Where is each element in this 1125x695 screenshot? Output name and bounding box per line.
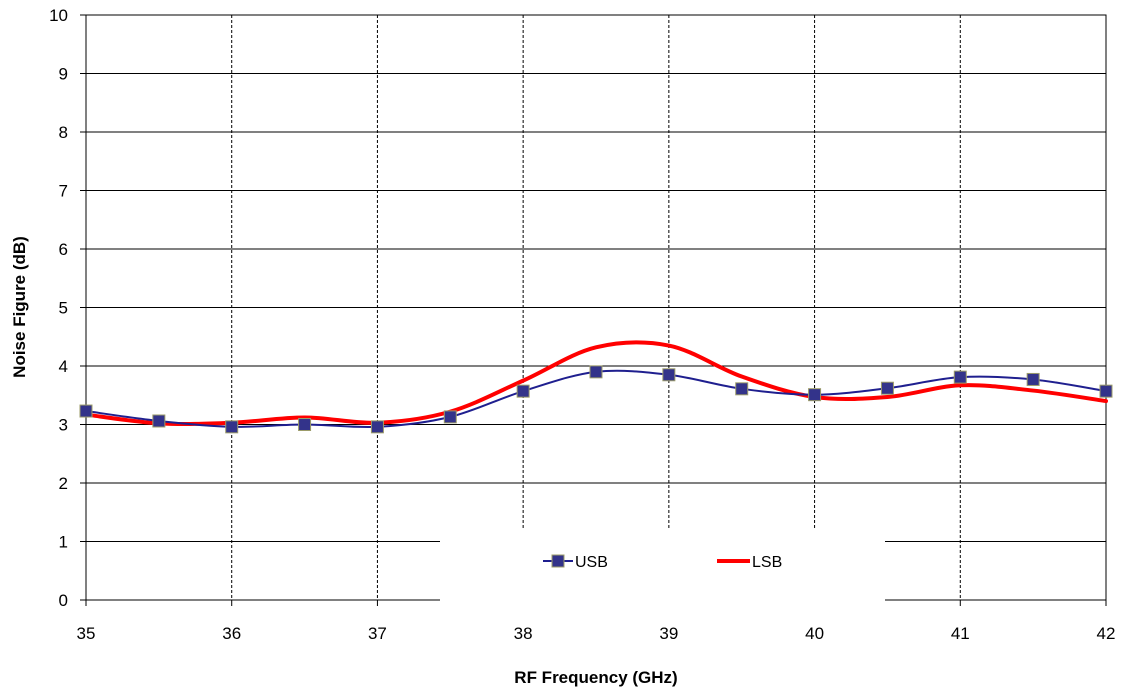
data-point-usb <box>1099 384 1113 398</box>
y-tick-label: 6 <box>59 240 68 259</box>
y-tick-label: 0 <box>59 591 68 610</box>
data-point-usb <box>225 420 239 434</box>
data-point-usb <box>808 388 822 402</box>
y-tick-label: 9 <box>59 65 68 84</box>
x-tick-label: 39 <box>659 624 678 643</box>
x-tick-label: 42 <box>1097 624 1116 643</box>
x-tick-label: 36 <box>222 624 241 643</box>
legend-marker-usb <box>551 554 565 568</box>
legend-box <box>440 530 885 610</box>
data-point-usb <box>880 381 894 395</box>
y-tick-label: 1 <box>59 533 68 552</box>
y-tick-label: 4 <box>59 357 68 376</box>
data-point-usb <box>735 382 749 396</box>
y-tick-label: 2 <box>59 474 68 493</box>
y-tick-label: 8 <box>59 123 68 142</box>
legend-label-lsb: LSB <box>752 554 782 571</box>
data-point-usb <box>79 404 93 418</box>
data-point-usb <box>1026 372 1040 386</box>
y-axis-title: Noise Figure (dB) <box>10 236 29 378</box>
y-tick-label: 10 <box>49 6 68 25</box>
x-tick-label: 40 <box>805 624 824 643</box>
y-tick-label: 7 <box>59 182 68 201</box>
data-point-usb <box>370 420 384 434</box>
legend: USB LSB <box>440 530 885 610</box>
x-tick-label: 38 <box>514 624 533 643</box>
data-point-usb <box>516 384 530 398</box>
data-point-usb <box>662 368 676 382</box>
x-tick-label: 41 <box>951 624 970 643</box>
x-axis-title: RF Frequency (GHz) <box>514 668 677 687</box>
y-tick-label: 5 <box>59 299 68 318</box>
data-point-usb <box>298 418 312 431</box>
legend-label-usb: USB <box>575 554 608 571</box>
x-tick-label: 37 <box>368 624 387 643</box>
x-tick-label: 35 <box>77 624 96 643</box>
data-point-usb <box>589 365 603 379</box>
data-point-usb <box>443 410 457 424</box>
y-tick-label: 3 <box>59 416 68 435</box>
series-line-lsb <box>84 340 1108 427</box>
series-layer <box>79 340 1113 434</box>
data-point-usb <box>152 414 166 428</box>
data-point-usb <box>953 370 967 384</box>
